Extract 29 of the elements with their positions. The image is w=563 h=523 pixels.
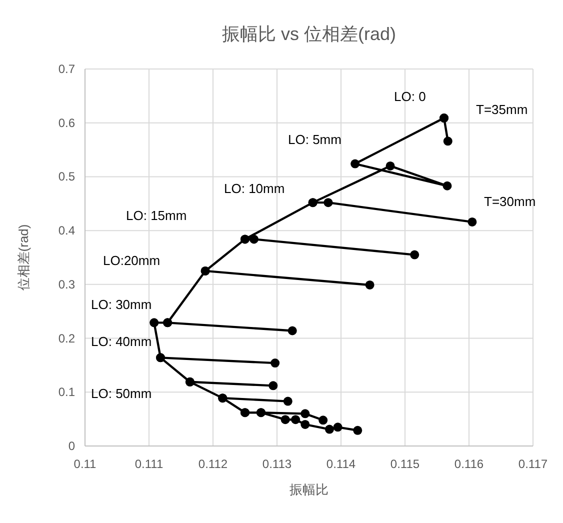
- x-tick-label: 0.111: [134, 457, 164, 471]
- y-tick-label: 0.2: [58, 331, 76, 346]
- annotation: T=35mm: [476, 102, 528, 117]
- y-tick-label: 0.4: [58, 224, 76, 238]
- x-tick-label: 0.113: [262, 457, 292, 471]
- annotation: LO: 40mm: [91, 334, 152, 349]
- y-axis-title: 位相差(rad): [16, 224, 31, 291]
- y-tick-label: 0.5: [58, 170, 76, 184]
- x-tick-label: 0.11: [74, 457, 97, 471]
- x-tick-label: 0.114: [326, 457, 356, 471]
- annotation: LO: 50mm: [91, 386, 152, 401]
- y-tick-label: 0: [68, 439, 76, 453]
- x-tick-label: 0.115: [390, 457, 420, 471]
- annotation: LO: 0: [394, 89, 426, 104]
- annotation: LO: 30mm: [91, 297, 152, 312]
- x-axis-title: 振幅比: [290, 482, 328, 497]
- chart-title: 振幅比 vs 位相差(rad): [222, 24, 396, 44]
- x-tick-label: 0.117: [518, 457, 548, 471]
- annotation: LO: 10mm: [224, 181, 285, 196]
- y-tick-label: 0.7: [58, 62, 76, 76]
- annotation: LO:20mm: [103, 253, 160, 268]
- annotation: LO: 5mm: [288, 132, 342, 147]
- annotation: T=30mm: [484, 194, 536, 209]
- x-tick-label: 0.116: [454, 457, 484, 471]
- annotation: LO: 15mm: [126, 208, 187, 223]
- y-tick-label: 0.3: [58, 277, 76, 292]
- x-tick-label: 0.112: [198, 457, 228, 471]
- y-tick-label: 0.6: [58, 116, 76, 130]
- y-tick-label: 0.1: [58, 385, 76, 400]
